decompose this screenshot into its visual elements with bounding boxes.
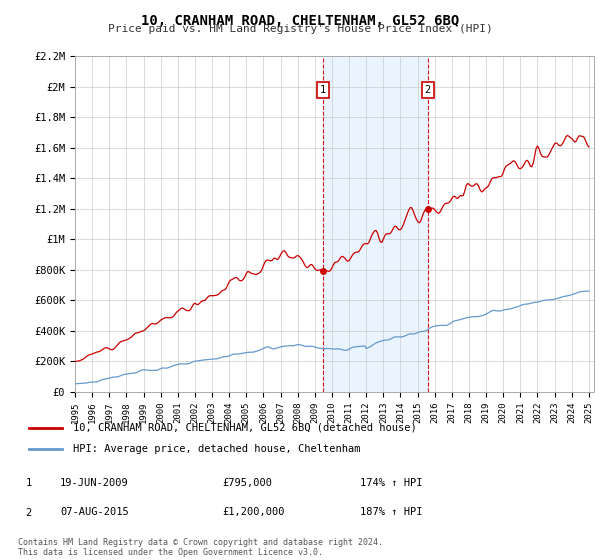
Text: Contains HM Land Registry data © Crown copyright and database right 2024.
This d: Contains HM Land Registry data © Crown c…: [18, 538, 383, 557]
Text: 187% ↑ HPI: 187% ↑ HPI: [360, 507, 422, 517]
Text: £1,200,000: £1,200,000: [222, 507, 284, 517]
Text: 10, CRANHAM ROAD, CHELTENHAM, GL52 6BQ: 10, CRANHAM ROAD, CHELTENHAM, GL52 6BQ: [141, 14, 459, 28]
Text: £795,000: £795,000: [222, 478, 272, 488]
Text: Price paid vs. HM Land Registry's House Price Index (HPI): Price paid vs. HM Land Registry's House …: [107, 24, 493, 34]
Text: 2: 2: [25, 508, 32, 518]
Text: 1: 1: [320, 85, 326, 95]
Text: 1: 1: [25, 478, 32, 488]
Text: 10, CRANHAM ROAD, CHELTENHAM, GL52 6BQ (detached house): 10, CRANHAM ROAD, CHELTENHAM, GL52 6BQ (…: [73, 423, 417, 433]
Text: 07-AUG-2015: 07-AUG-2015: [60, 507, 129, 517]
Text: 19-JUN-2009: 19-JUN-2009: [60, 478, 129, 488]
Text: 174% ↑ HPI: 174% ↑ HPI: [360, 478, 422, 488]
Bar: [323, 56, 428, 392]
Text: HPI: Average price, detached house, Cheltenham: HPI: Average price, detached house, Chel…: [73, 444, 361, 454]
Text: 2: 2: [425, 85, 431, 95]
